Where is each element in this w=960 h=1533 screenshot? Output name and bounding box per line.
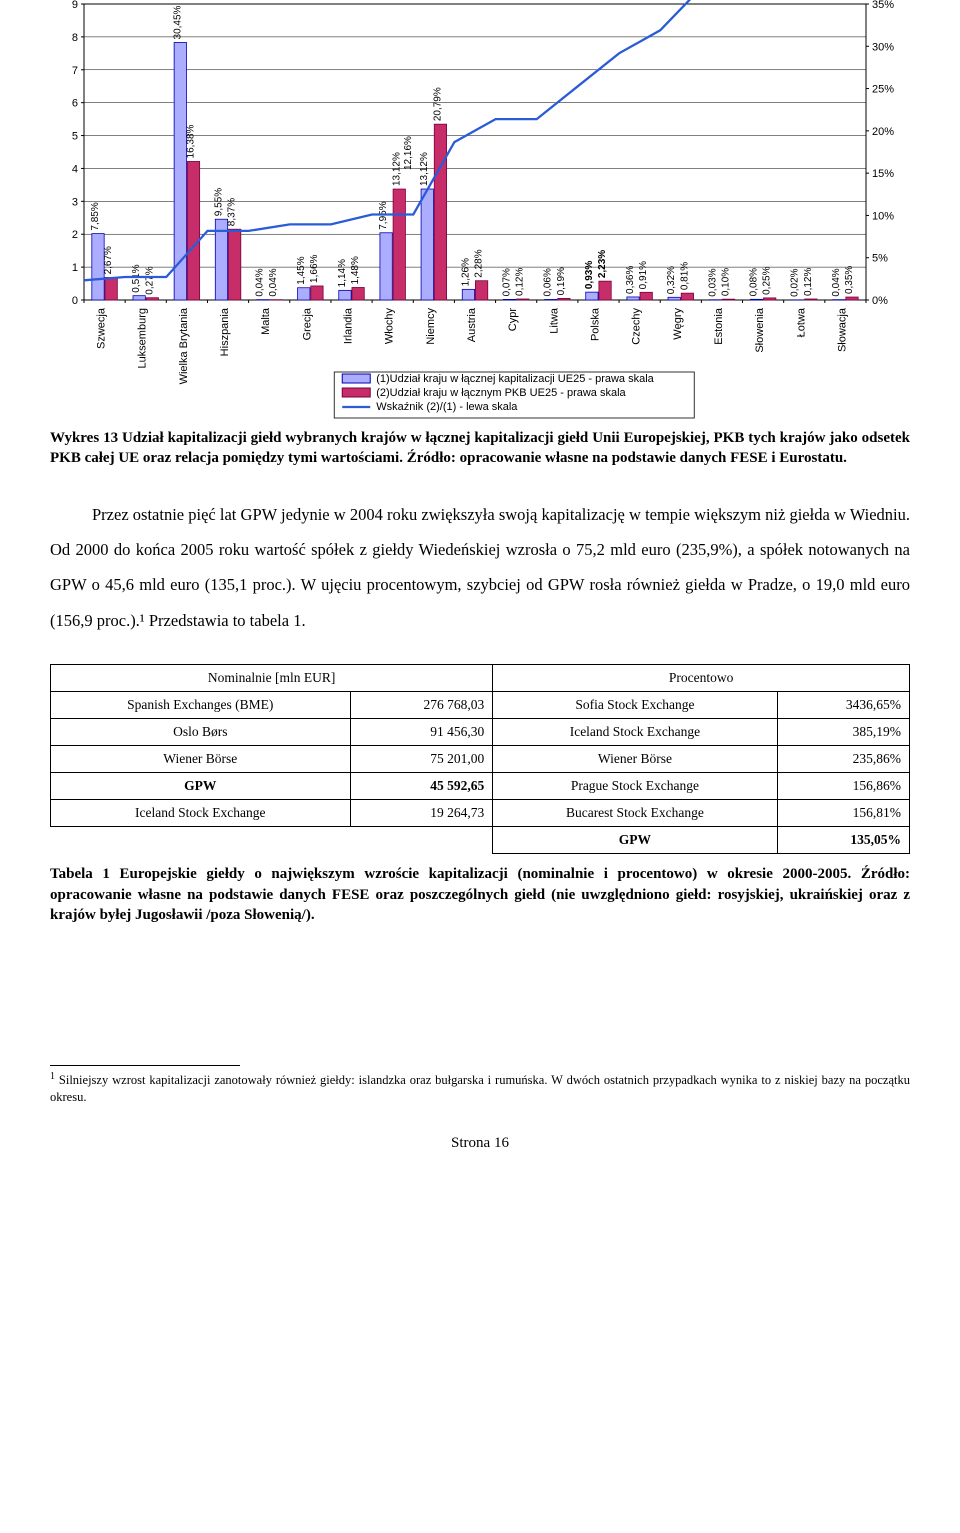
svg-text:0,93%: 0,93% <box>584 261 595 289</box>
svg-text:0,27%: 0,27% <box>144 266 155 294</box>
svg-text:5%: 5% <box>872 253 888 265</box>
footnote: 1 Silniejszy wzrost kapitalizacji zanoto… <box>50 1070 910 1105</box>
body-paragraph: Przez ostatnie pięć lat GPW jedynie w 20… <box>50 497 910 639</box>
svg-text:6: 6 <box>72 98 78 110</box>
svg-text:0,32%: 0,32% <box>666 266 677 294</box>
svg-text:Litwa: Litwa <box>548 307 560 334</box>
table-row: GPW135,05% <box>51 827 910 854</box>
svg-text:(2)Udział kraju w łącznym PKB: (2)Udział kraju w łącznym PKB UE25 - pra… <box>376 387 626 399</box>
table-header-right: Procentowo <box>493 665 910 692</box>
svg-text:Estonia: Estonia <box>713 307 725 345</box>
page-number: Strona 16 <box>50 1135 910 1152</box>
svg-text:20,79%: 20,79% <box>432 87 443 121</box>
svg-text:4: 4 <box>72 163 78 175</box>
dual-axis-bar-line-chart: 0 1 2 3 4 5 6 7 8 9 0% 5% 10% 15% 20% 25% 30% 35% 7,85% 2,6… <box>50 0 910 420</box>
svg-text:2,67%: 2,67% <box>103 246 114 274</box>
footnote-text: Silniejszy wzrost kapitalizacji zanotowa… <box>50 1073 910 1103</box>
svg-text:1,14%: 1,14% <box>337 259 348 287</box>
svg-text:Węgry: Węgry <box>672 308 684 340</box>
svg-text:Polska: Polska <box>589 307 601 341</box>
svg-text:0,07%: 0,07% <box>502 268 513 296</box>
svg-text:1: 1 <box>72 262 78 274</box>
svg-text:25%: 25% <box>872 84 894 96</box>
svg-text:Słowenia: Słowenia <box>754 307 766 353</box>
svg-text:8: 8 <box>72 32 78 44</box>
svg-text:10%: 10% <box>872 210 894 222</box>
svg-text:Niemcy: Niemcy <box>425 308 437 345</box>
svg-text:0,08%: 0,08% <box>749 268 760 296</box>
table-row: Wiener Börse75 201,00Wiener Börse235,86% <box>51 746 910 773</box>
svg-text:2,28%: 2,28% <box>474 249 485 277</box>
svg-text:2: 2 <box>72 229 78 241</box>
svg-text:0,35%: 0,35% <box>844 266 855 294</box>
svg-text:0%: 0% <box>872 295 888 307</box>
svg-text:Szwecja: Szwecja <box>96 307 108 349</box>
svg-text:Wskaźnik (2)/(1) - lewa skala: Wskaźnik (2)/(1) - lewa skala <box>376 401 518 413</box>
svg-text:0,12%: 0,12% <box>515 268 526 296</box>
svg-text:0,51%: 0,51% <box>131 264 142 292</box>
svg-text:5: 5 <box>72 131 78 143</box>
footnote-separator <box>50 1065 240 1066</box>
svg-text:0,36%: 0,36% <box>625 265 636 293</box>
svg-text:1,48%: 1,48% <box>350 256 361 284</box>
svg-text:Irlandia: Irlandia <box>343 307 355 344</box>
svg-text:(1)Udział kraju w łącznej kapi: (1)Udział kraju w łącznej kapitalizacji … <box>376 373 654 385</box>
svg-text:1,66%: 1,66% <box>309 254 320 282</box>
table-header-left: Nominalnie [mln EUR] <box>51 665 493 692</box>
svg-text:12,16%: 12,16% <box>403 136 414 170</box>
svg-text:0,25%: 0,25% <box>762 266 773 294</box>
svg-text:Wielka Brytania: Wielka Brytania <box>178 307 190 384</box>
svg-text:0,19%: 0,19% <box>556 267 567 295</box>
svg-text:0: 0 <box>72 295 78 307</box>
svg-text:9: 9 <box>72 0 78 11</box>
svg-text:7,85%: 7,85% <box>90 202 101 230</box>
svg-text:35%: 35% <box>872 0 894 11</box>
svg-text:1,26%: 1,26% <box>460 258 471 286</box>
svg-text:2,23%: 2,23% <box>597 250 608 278</box>
svg-text:13,12%: 13,12% <box>419 152 430 186</box>
svg-text:16,38%: 16,38% <box>185 124 196 158</box>
svg-text:0,81%: 0,81% <box>679 262 690 290</box>
svg-text:Hiszpania: Hiszpania <box>219 307 231 356</box>
svg-text:0,06%: 0,06% <box>543 268 554 296</box>
svg-text:20%: 20% <box>872 126 894 138</box>
svg-text:8,37%: 8,37% <box>227 198 238 226</box>
table-row: Spanish Exchanges (BME)276 768,03Sofia S… <box>51 692 910 719</box>
footnote-marker: 1 <box>50 1071 55 1082</box>
svg-text:0,04%: 0,04% <box>255 268 266 296</box>
svg-text:13,12%: 13,12% <box>391 152 402 186</box>
svg-text:Grecja: Grecja <box>301 307 313 340</box>
paragraph-text: Przez ostatnie pięć lat GPW jedynie w 20… <box>50 505 910 630</box>
table-caption: Tabela 1 Europejskie giełdy o największy… <box>50 864 910 925</box>
table-row: GPW45 592,65Prague Stock Exchange156,86% <box>51 773 910 800</box>
svg-text:30%: 30% <box>872 41 894 53</box>
svg-text:0,12%: 0,12% <box>803 268 814 296</box>
svg-text:0,04%: 0,04% <box>831 268 842 296</box>
svg-text:30,45%: 30,45% <box>172 5 183 39</box>
svg-text:15%: 15% <box>872 168 894 180</box>
svg-text:Austria: Austria <box>466 307 478 342</box>
svg-text:1,45%: 1,45% <box>296 256 307 284</box>
svg-text:0,03%: 0,03% <box>707 268 718 296</box>
svg-text:0,04%: 0,04% <box>268 268 279 296</box>
svg-text:Malta: Malta <box>260 307 272 335</box>
svg-text:0,91%: 0,91% <box>638 261 649 289</box>
svg-text:Łotwa: Łotwa <box>795 307 807 337</box>
svg-text:0,02%: 0,02% <box>790 268 801 296</box>
svg-text:Czechy: Czechy <box>631 308 643 345</box>
svg-text:Włochy: Włochy <box>384 308 396 345</box>
svg-text:Słowacja: Słowacja <box>836 307 848 352</box>
svg-text:7: 7 <box>72 65 78 77</box>
svg-text:Luksemburg: Luksemburg <box>137 308 149 369</box>
chart-caption: Wykres 13 Udział kapitalizacji giełd wyb… <box>50 428 910 469</box>
chart-container: 0 1 2 3 4 5 6 7 8 9 0% 5% 10% 15% 20% 25% 30% 35% 7,85% 2,6… <box>50 0 910 420</box>
growth-table: Nominalnie [mln EUR] Procentowo Spanish … <box>50 664 910 854</box>
svg-text:3: 3 <box>72 196 78 208</box>
svg-text:9,55%: 9,55% <box>213 188 224 216</box>
svg-text:Cypr: Cypr <box>507 308 519 332</box>
table-row: Oslo Børs91 456,30Iceland Stock Exchange… <box>51 719 910 746</box>
svg-text:0,10%: 0,10% <box>721 268 732 296</box>
table-row: Iceland Stock Exchange19 264,73Bucarest … <box>51 800 910 827</box>
